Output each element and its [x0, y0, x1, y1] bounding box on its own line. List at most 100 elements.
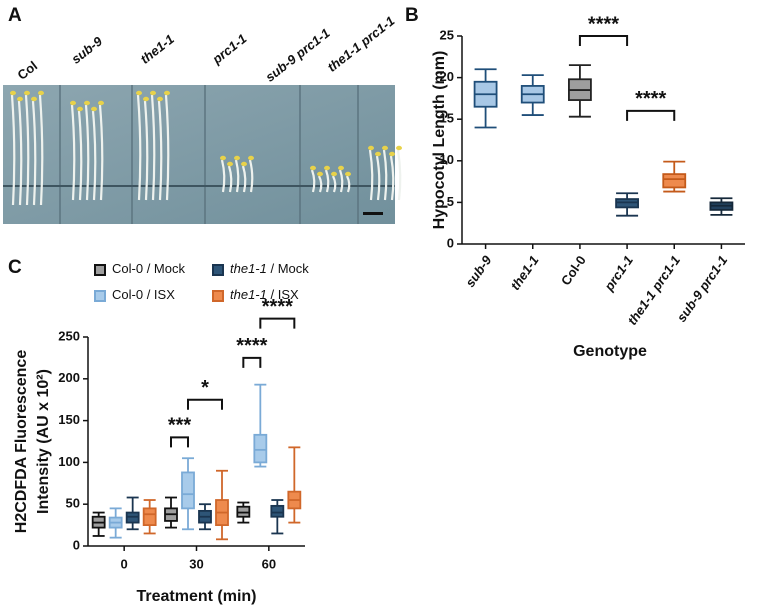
y-tick-label: 0 [73, 537, 80, 552]
box [270, 504, 285, 518]
seedling [368, 149, 374, 201]
legend-label: the1-1 / ISX [230, 287, 299, 302]
seedling [382, 149, 388, 201]
genotype-label: the1-1 prc1-1 [325, 13, 398, 75]
legend-swatch [212, 290, 224, 302]
cotyledon [389, 151, 395, 157]
legend-swatch [94, 290, 106, 302]
y-tick-label: 100 [58, 454, 80, 469]
x-tick-label: 30 [189, 556, 203, 571]
y-tick-label: 15 [440, 111, 454, 126]
seedling [248, 159, 254, 193]
cotyledon [396, 145, 402, 151]
seedling [227, 165, 233, 193]
significance-bracket [170, 436, 189, 448]
legend-label: Col-0 / Mock [112, 261, 185, 276]
x-tick-label: the1-1 [508, 253, 542, 293]
seedling [136, 94, 142, 201]
significance-bracket [626, 109, 676, 121]
cotyledon [375, 151, 381, 157]
cotyledon [310, 165, 316, 171]
cotyledon [143, 96, 149, 102]
seedling [70, 104, 76, 201]
seedling [17, 100, 23, 206]
x-tick-label: Col-0 [558, 253, 589, 288]
cotyledon [157, 96, 163, 102]
significance-label: **** [262, 296, 293, 318]
x-tick-label: 60 [262, 556, 276, 571]
seedling [38, 94, 44, 206]
significance-label: **** [236, 335, 267, 357]
seedling [157, 100, 163, 201]
seedling [77, 110, 83, 201]
significance-bracket [187, 398, 223, 410]
cotyledon [368, 145, 374, 151]
seedling [220, 159, 226, 193]
cotyledon [38, 90, 44, 96]
panel-label: C [8, 257, 22, 278]
seedling [98, 104, 104, 201]
legend-swatch [212, 264, 224, 276]
seedling [375, 155, 381, 201]
seedling [338, 169, 344, 193]
significance-bracket [259, 317, 296, 329]
genotype-label: sub-9 [69, 33, 106, 67]
cotyledon [91, 106, 97, 112]
seedling [396, 149, 402, 201]
seedling [164, 94, 170, 201]
x-tick-label: prc1-1 [601, 253, 636, 294]
significance-bracket [578, 35, 629, 46]
seedling [10, 94, 16, 206]
cotyledon [70, 100, 76, 106]
y-tick-label: 5 [447, 194, 454, 209]
genotype-label: Col [15, 58, 41, 83]
seedling [324, 169, 330, 193]
cotyledon [98, 100, 104, 106]
legend-label: the1-1 / Mock [230, 261, 309, 276]
x-axis-label: Treatment (min) [136, 588, 256, 605]
cotyledon [17, 96, 23, 102]
cotyledon [136, 90, 142, 96]
y-tick-label: 10 [440, 152, 454, 167]
panel-label: A [8, 5, 22, 26]
cotyledon [317, 171, 323, 177]
y-tick-label: 150 [58, 412, 80, 427]
seedling [389, 155, 395, 201]
seedling [150, 94, 156, 201]
seedling [31, 100, 37, 206]
significance-label: **** [635, 88, 666, 110]
seedling [332, 175, 337, 193]
seedling [310, 169, 316, 193]
genotype-label: sub-9 prc1-1 [263, 26, 333, 85]
cotyledon [382, 145, 388, 151]
y-tick-label: 0 [447, 235, 454, 250]
seedling [234, 159, 240, 193]
y-axis-label: H2CDFDA Fluorescence [13, 350, 30, 534]
x-tick-label: sub-9 [463, 252, 496, 290]
y-tick-label: 20 [440, 69, 454, 84]
box [662, 173, 687, 189]
genotype-label: the1-1 [138, 32, 177, 67]
significance-label: **** [588, 13, 619, 35]
cotyledon [77, 106, 83, 112]
x-tick-label: 0 [121, 556, 128, 571]
cotyledon [324, 165, 330, 171]
y-tick-label: 50 [66, 496, 80, 511]
cotyledon [150, 90, 156, 96]
seedling [84, 104, 90, 201]
panel-label: B [405, 5, 419, 26]
cotyledon [345, 171, 351, 177]
cotyledon [227, 161, 233, 167]
cotyledon [10, 90, 16, 96]
y-tick-label: 25 [440, 27, 454, 42]
cotyledon [24, 90, 30, 96]
photo [3, 85, 402, 224]
cotyledon [248, 155, 254, 161]
cotyledon [84, 100, 90, 106]
seedling [318, 175, 323, 193]
cotyledon [331, 171, 337, 177]
box [181, 471, 195, 510]
y-tick-label: 250 [58, 328, 80, 343]
significance-label: * [201, 377, 209, 399]
